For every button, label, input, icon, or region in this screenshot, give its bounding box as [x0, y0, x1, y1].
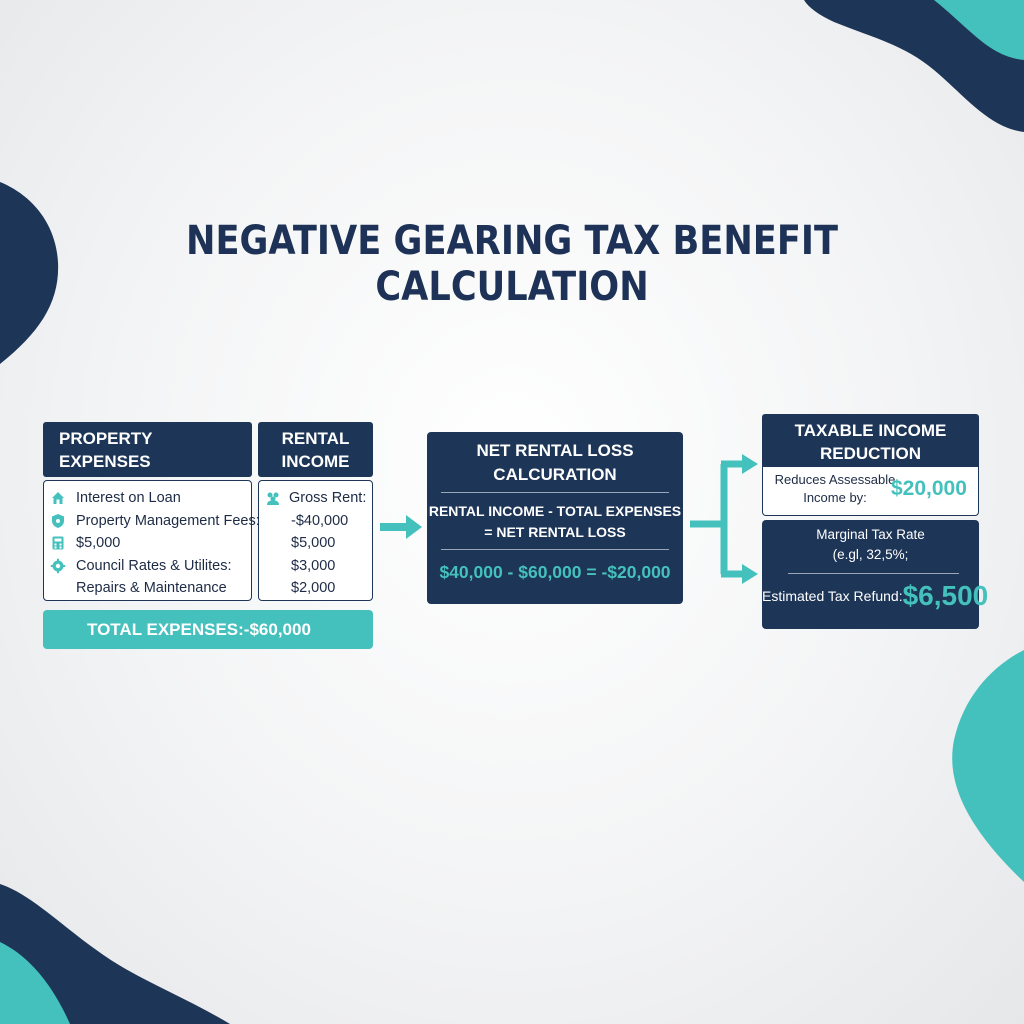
net-rental-loss-formula-line1: RENTAL INCOME - TOTAL EXPENSES [428, 503, 682, 519]
list-item: -$40,000 [265, 510, 372, 533]
list-item: Repairs & Maintenance [50, 577, 251, 600]
taxable-income-label-line1: Reduces Assessable [774, 472, 896, 487]
house-icon [52, 492, 64, 505]
shield-icon [52, 513, 64, 528]
taxable-income-body: Reduces Assessable Income by: $20,000 [762, 467, 979, 516]
property-expenses-list: Interest on Loan Property Management Fee… [43, 480, 260, 601]
list-item: Interest on Loan [50, 487, 251, 510]
rental-income-header-line2: INCOME [281, 452, 350, 471]
list-item: $2,000 [265, 577, 372, 600]
list-item-text: $5,000 [76, 535, 121, 551]
net-rental-loss-title-line1: NET RENTAL LOSS [476, 441, 634, 460]
net-rental-loss-title: NET RENTAL LOSS CALCURATION [427, 439, 683, 487]
property-expenses-header-line1: PROPERTY [59, 429, 153, 448]
marginal-tax-title: Marginal Tax Rate (e.gl, 32,5%; [762, 525, 979, 565]
marginal-tax-box: Marginal Tax Rate (e.gl, 32,5%; Estimate… [762, 520, 988, 629]
property-expenses-header: PROPERTY EXPENSES [43, 422, 252, 477]
branch-arrow-icon [690, 454, 758, 584]
list-item-text: $5,000 [291, 535, 336, 551]
taxable-income-label-line2: Income by: [803, 490, 867, 505]
calculator-icon [52, 536, 64, 550]
arrow-right-icon [380, 515, 422, 539]
corner-blob-top-right [804, 0, 1024, 132]
net-rental-loss-formula-line2: = NET RENTAL LOSS [484, 524, 626, 540]
rental-income-list: Gross Rent: -$40,000 $5,000 $3,000 $2,00… [258, 480, 373, 601]
divider [788, 573, 959, 574]
corner-blob-bottom-left [0, 884, 230, 1024]
list-item-text: Interest on Loan [76, 490, 181, 506]
taxable-income-amount: $20,000 [891, 477, 967, 500]
rental-income-header: RENTAL INCOME [258, 422, 373, 477]
list-item-text: Repairs & Maintenance [76, 580, 227, 596]
net-rental-loss-result: $40,000 - $60,000 = -$20,000 [439, 562, 671, 582]
rental-income-header-line1: RENTAL [281, 429, 350, 448]
corner-blob-left [0, 182, 59, 364]
divider [441, 492, 669, 493]
list-item: Property Management Fees: [50, 510, 260, 533]
taxable-income-title-line1: TAXABLE INCOME [794, 421, 947, 440]
marginal-tax-title-line1: Marginal Tax Rate [816, 527, 925, 542]
net-rental-loss-box: NET RENTAL LOSS CALCURATION RENTAL INCOM… [427, 432, 683, 604]
list-item: Council Rates & Utilites: [50, 555, 251, 578]
refund-amount: $6,500 [902, 580, 989, 611]
total-expenses-bar: TOTAL EXPENSES:-$60,000 [43, 610, 373, 649]
marginal-tax-title-line2: (e.gl, 32,5%; [832, 547, 909, 562]
property-expenses-header-line2: EXPENSES [59, 452, 151, 471]
corner-blob-right [952, 650, 1024, 882]
list-item-text: -$40,000 [291, 512, 349, 529]
list-item-text: Council Rates & Utilites: [76, 557, 232, 574]
estimated-refund: Estimated Tax Refund:$6,500 [762, 580, 988, 612]
list-item: $5,000 [50, 532, 251, 555]
list-item-text: $2,000 [291, 580, 336, 596]
list-item-text: Gross Rent: [289, 490, 367, 506]
gear-icon [50, 558, 66, 573]
page-title: NEGATIVE GEARING TAX BENEFIT CALCULATION [186, 218, 838, 310]
net-rental-loss-title-line2: CALCURATION [493, 465, 617, 484]
taxable-income-title-line2: REDUCTION [819, 444, 922, 463]
taxable-income-label: Reduces Assessable Income by: [773, 471, 897, 507]
divider [441, 549, 669, 550]
people-icon [267, 492, 279, 506]
list-item-text: Property Management Fees: [76, 512, 260, 529]
net-rental-loss-formula: RENTAL INCOME - TOTAL EXPENSES = NET REN… [427, 501, 683, 543]
list-item: $5,000 [265, 532, 372, 555]
list-item-text: $3,000 [291, 557, 336, 574]
list-item: Gross Rent: [265, 487, 372, 510]
taxable-income-header: TAXABLE INCOME REDUCTION [762, 414, 979, 470]
list-item: $3,000 [265, 555, 372, 578]
refund-label: Estimated Tax Refund: [762, 588, 903, 604]
